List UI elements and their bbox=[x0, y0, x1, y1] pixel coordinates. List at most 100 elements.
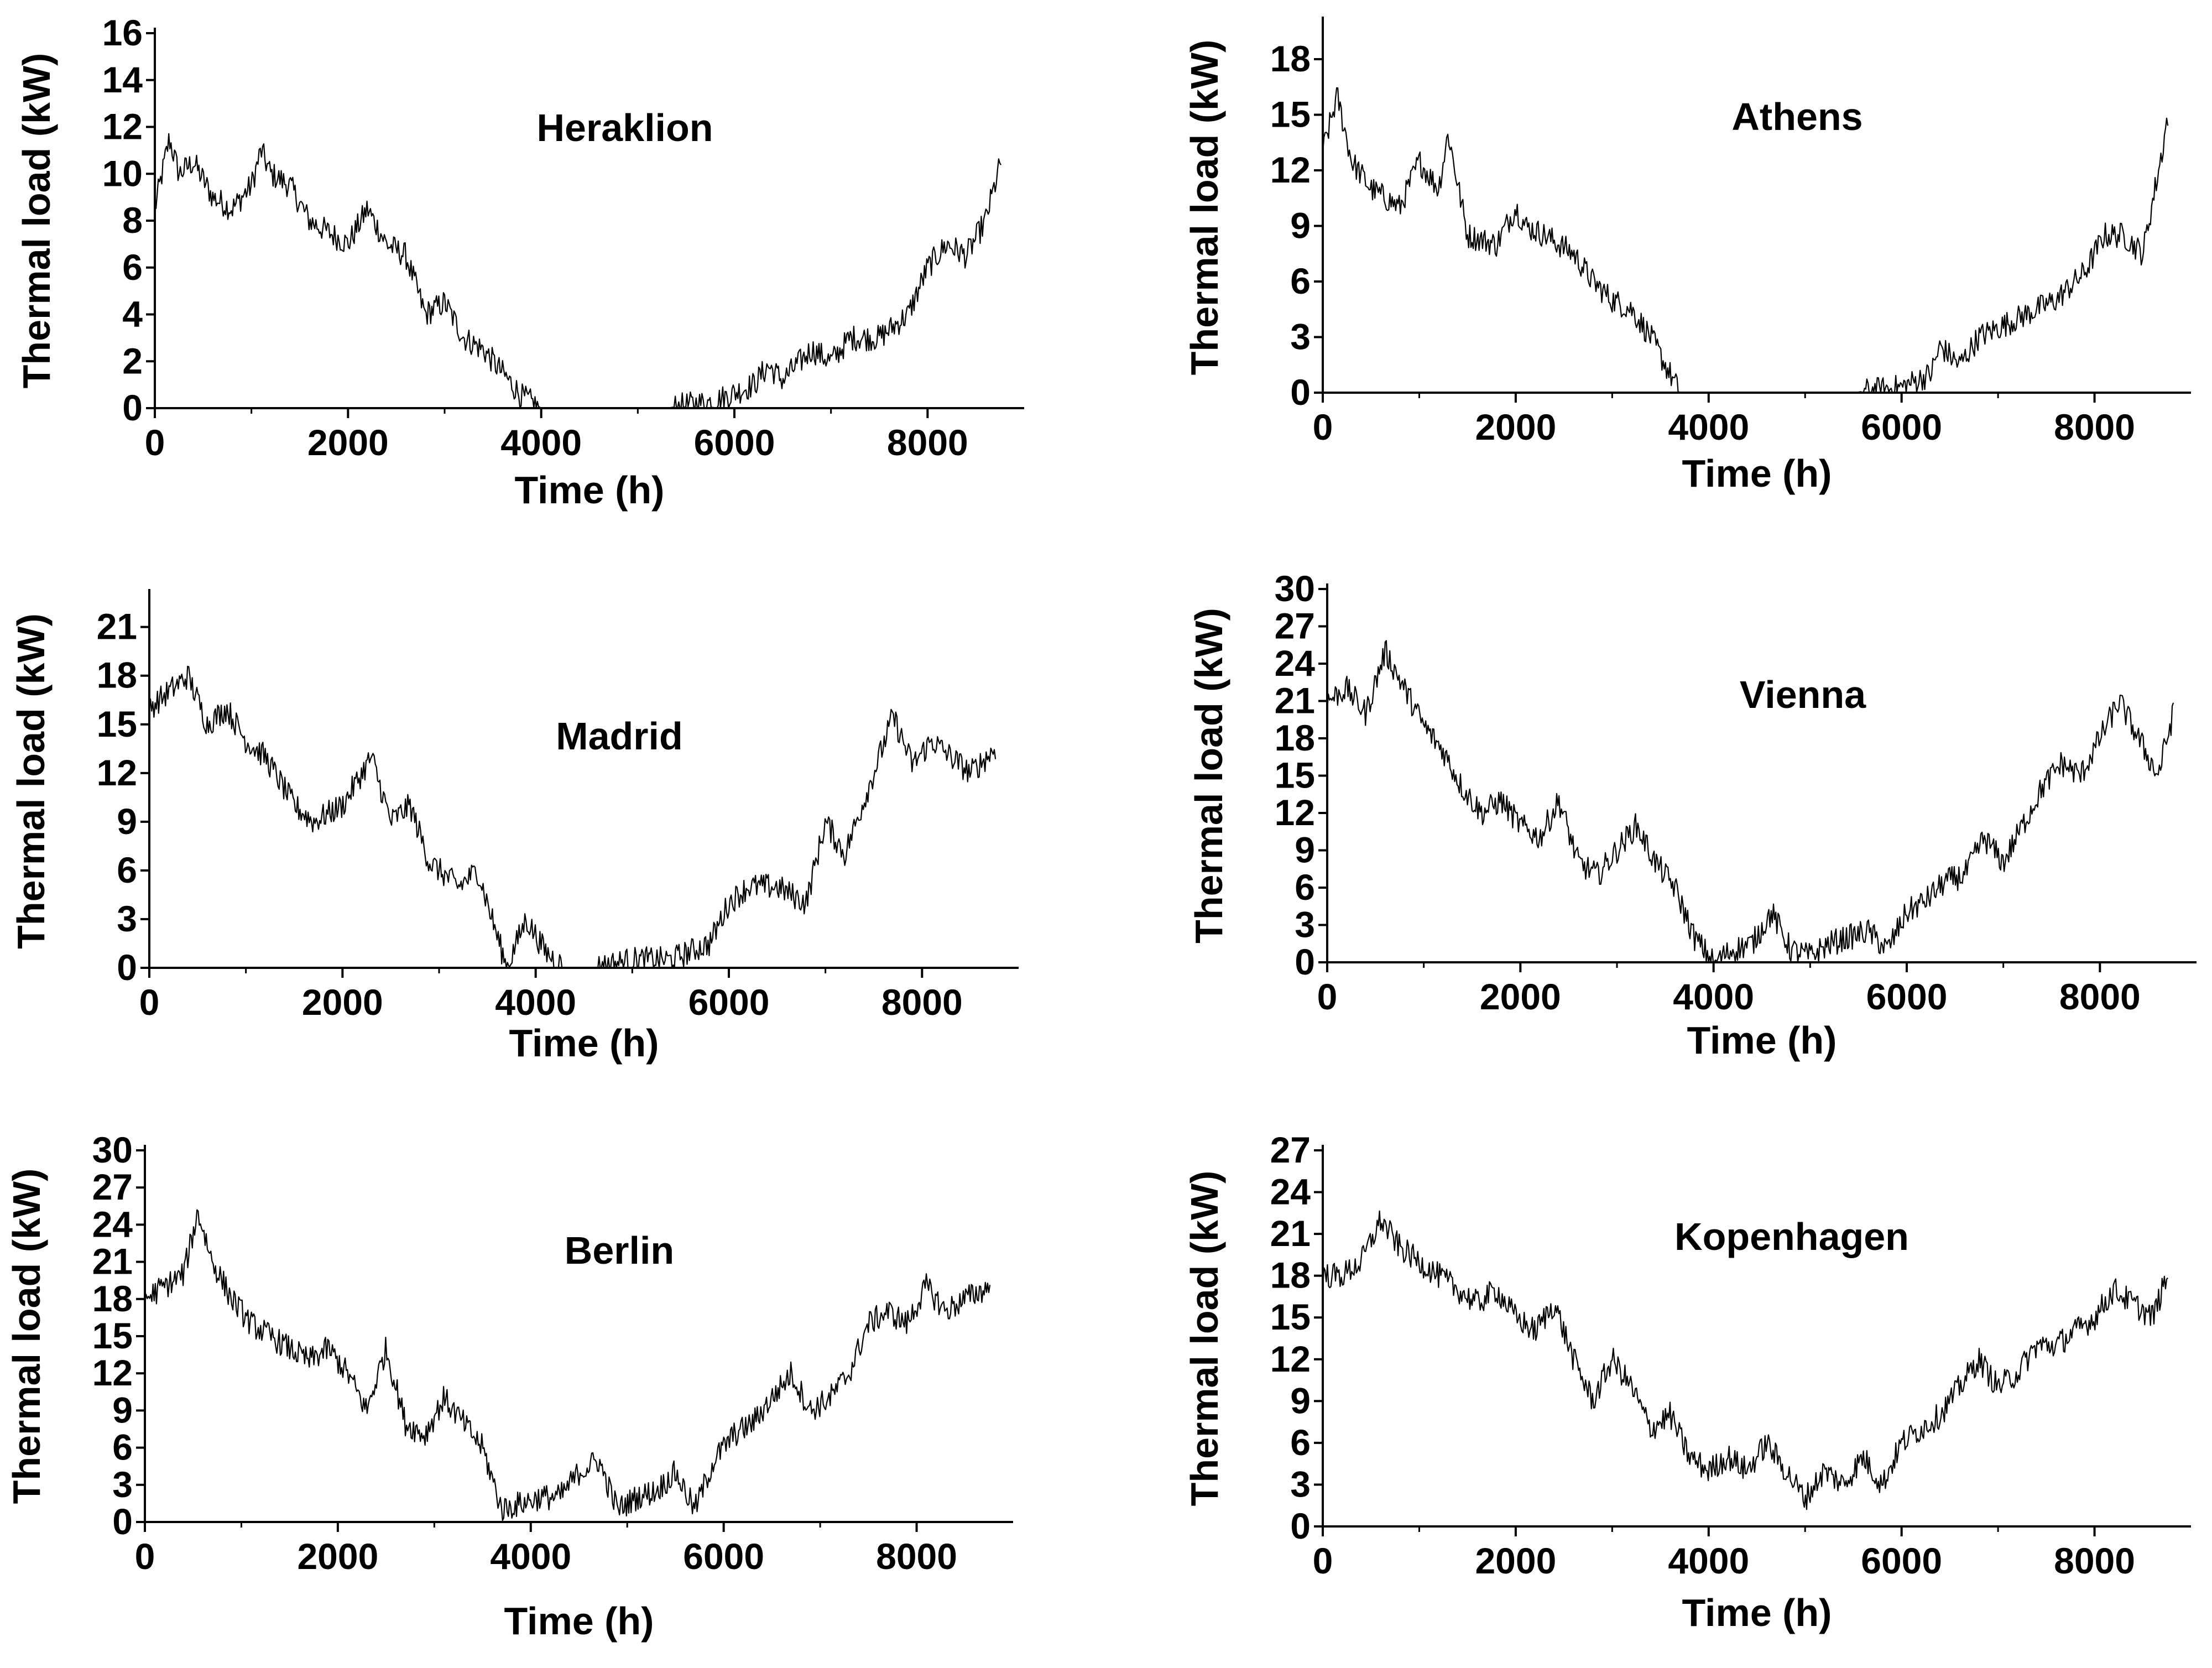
y-tick-label: 3 bbox=[1295, 904, 1315, 945]
series-line-madrid bbox=[149, 665, 997, 969]
y-tick-label: 3 bbox=[112, 1464, 133, 1505]
x-tick-label: 8000 bbox=[876, 1536, 957, 1577]
x-tick-label: 6000 bbox=[1861, 406, 1942, 447]
y-tick-label: 6 bbox=[1290, 1422, 1311, 1463]
y-tick-label: 12 bbox=[97, 752, 137, 793]
y-tick-label: 6 bbox=[122, 247, 143, 288]
x-tick-label: 4000 bbox=[1668, 406, 1749, 447]
y-tick-label: 30 bbox=[1275, 568, 1315, 609]
y-tick-label: 9 bbox=[112, 1389, 133, 1430]
x-axis-title: Time (h) bbox=[1682, 452, 1832, 495]
chart-title: Madrid bbox=[556, 715, 682, 758]
chart-title: Vienna bbox=[1740, 673, 1866, 716]
y-tick-label: 24 bbox=[92, 1203, 133, 1244]
y-tick-label: 30 bbox=[92, 1129, 133, 1170]
y-tick-label: 9 bbox=[1290, 205, 1311, 246]
x-tick-label: 8000 bbox=[887, 422, 968, 463]
y-tick-label: 12 bbox=[1270, 149, 1311, 190]
chart-title: Berlin bbox=[565, 1229, 674, 1272]
y-tick-label: 12 bbox=[92, 1352, 133, 1393]
y-tick-label: 0 bbox=[112, 1501, 133, 1542]
y-tick-label: 24 bbox=[1275, 643, 1316, 684]
x-tick-label: 0 bbox=[139, 982, 160, 1023]
y-tick-label: 6 bbox=[1295, 867, 1315, 908]
x-tick-label: 8000 bbox=[881, 982, 963, 1023]
x-tick-label: 2000 bbox=[307, 422, 389, 463]
x-tick-label: 2000 bbox=[1480, 976, 1561, 1017]
x-tick-label: 8000 bbox=[2054, 1540, 2135, 1581]
y-tick-label: 21 bbox=[1270, 1213, 1311, 1254]
y-tick-label: 3 bbox=[117, 898, 137, 939]
y-tick-label: 18 bbox=[1270, 1255, 1311, 1296]
y-tick-label: 10 bbox=[102, 153, 143, 194]
series-line-kopenhagen bbox=[1322, 1210, 2168, 1510]
y-tick-label: 3 bbox=[1290, 316, 1311, 357]
x-tick-label: 6000 bbox=[694, 422, 775, 463]
y-tick-label: 21 bbox=[1275, 680, 1315, 721]
x-tick-label: 0 bbox=[145, 422, 165, 463]
x-axis-title: Time (h) bbox=[1687, 1019, 1837, 1062]
y-tick-label: 21 bbox=[92, 1241, 133, 1282]
x-tick-label: 8000 bbox=[2059, 976, 2141, 1017]
x-tick-label: 8000 bbox=[2054, 406, 2135, 447]
chart-panel-madrid: 0 2000 4000 6000 8000 0 3 6 9 12 15 18 21 Time (h) The… bbox=[9, 589, 1019, 1065]
y-tick-label: 3 bbox=[1290, 1463, 1311, 1504]
x-tick-label: 4000 bbox=[1673, 976, 1754, 1017]
y-tick-label: 27 bbox=[1270, 1129, 1311, 1170]
y-tick-label: 24 bbox=[1270, 1171, 1311, 1212]
chart-title: Kopenhagen bbox=[1674, 1215, 1909, 1258]
x-axis-title: Time (h) bbox=[509, 1021, 659, 1065]
x-axis-title: Time (h) bbox=[504, 1599, 654, 1643]
x-tick-label: 0 bbox=[1313, 1540, 1333, 1581]
y-axis-title: Thermal load (kW) bbox=[1183, 1171, 1226, 1507]
chart-title: Heraklion bbox=[537, 106, 713, 149]
x-tick-label: 4000 bbox=[500, 422, 582, 463]
y-tick-label: 27 bbox=[1275, 606, 1315, 647]
x-tick-label: 6000 bbox=[1861, 1540, 1942, 1581]
x-tick-label: 6000 bbox=[683, 1536, 764, 1577]
x-tick-label: 4000 bbox=[495, 982, 576, 1023]
y-axis-title: Thermal load (kW) bbox=[1183, 40, 1226, 376]
y-tick-label: 0 bbox=[1290, 372, 1311, 413]
y-tick-label: 16 bbox=[102, 12, 143, 53]
x-tick-label: 0 bbox=[1313, 406, 1333, 447]
y-tick-label: 9 bbox=[1295, 830, 1315, 871]
y-tick-label: 0 bbox=[117, 947, 137, 988]
series-line-athens bbox=[1322, 87, 2169, 394]
y-tick-label: 21 bbox=[97, 606, 137, 647]
series-line-berlin bbox=[144, 1209, 991, 1521]
y-axis-title: Thermal load (kW) bbox=[5, 1169, 48, 1504]
x-axis-title: Time (h) bbox=[515, 468, 665, 512]
y-tick-label: 9 bbox=[117, 801, 137, 842]
x-tick-label: 6000 bbox=[1866, 976, 1948, 1017]
y-tick-label: 9 bbox=[1290, 1380, 1311, 1421]
y-tick-label: 0 bbox=[1290, 1505, 1311, 1546]
y-axis-title: Thermal load (kW) bbox=[9, 613, 53, 949]
y-tick-label: 14 bbox=[102, 59, 143, 100]
y-tick-label: 12 bbox=[1270, 1338, 1311, 1379]
y-tick-label: 6 bbox=[112, 1427, 133, 1468]
y-tick-label: 12 bbox=[1275, 792, 1315, 833]
y-tick-label: 8 bbox=[122, 200, 143, 241]
y-tick-label: 18 bbox=[92, 1278, 133, 1319]
series-line-vienna bbox=[1326, 640, 2174, 963]
y-tick-label: 18 bbox=[1275, 717, 1315, 758]
x-tick-label: 0 bbox=[135, 1536, 155, 1577]
chart-title: Athens bbox=[1731, 95, 1863, 138]
y-tick-label: 0 bbox=[122, 387, 143, 428]
y-tick-label: 15 bbox=[97, 703, 137, 744]
x-tick-label: 4000 bbox=[1668, 1540, 1749, 1581]
y-axis-title: Thermal load (kW) bbox=[1187, 608, 1230, 944]
y-tick-label: 6 bbox=[117, 849, 137, 890]
y-tick-label: 27 bbox=[92, 1166, 133, 1207]
x-tick-label: 4000 bbox=[490, 1536, 571, 1577]
y-tick-label: 2 bbox=[122, 340, 143, 381]
y-tick-label: 15 bbox=[1270, 94, 1311, 135]
series-line-heraklion bbox=[154, 133, 1002, 409]
y-tick-label: 15 bbox=[1275, 755, 1315, 796]
